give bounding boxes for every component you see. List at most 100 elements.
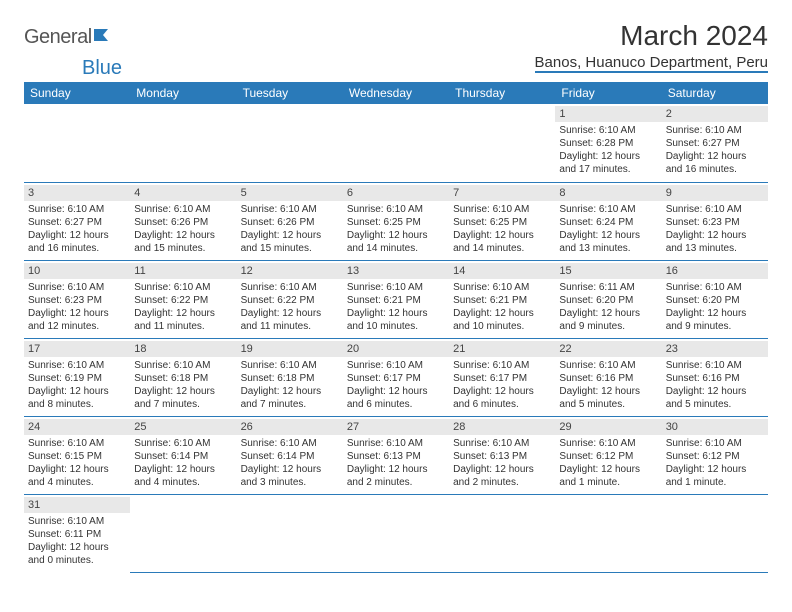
day-info: Sunrise: 6:10 AMSunset: 6:20 PMDaylight:… — [666, 281, 764, 333]
day-info: Sunrise: 6:10 AMSunset: 6:19 PMDaylight:… — [28, 359, 126, 411]
day-info: Sunrise: 6:10 AMSunset: 6:26 PMDaylight:… — [134, 203, 232, 255]
day-cell: 12Sunrise: 6:10 AMSunset: 6:22 PMDayligh… — [237, 260, 343, 338]
day-number: 15 — [555, 263, 661, 279]
day-cell: 15 Sunrise: 6:11 AMSunset: 6:20 PMDayligh… — [555, 260, 661, 338]
day-cell: 6 Sunrise: 6:10 AMSunset: 6:25 PMDaylight… — [343, 182, 449, 260]
day-number: 21 — [449, 341, 555, 357]
day-cell: 22 Sunrise: 6:10 AMSunset: 6:16 PMDayligh… — [555, 338, 661, 416]
empty-cell — [24, 104, 130, 182]
day-number: 20 — [343, 341, 449, 357]
day-cell: 7Sunrise: 6:10 AMSunset: 6:25 PMDaylight… — [449, 182, 555, 260]
day-info: Sunrise: 6:11 AMSunset: 6:20 PMDaylight:… — [559, 281, 657, 333]
day-number: 9 — [662, 185, 768, 201]
week-row: 3 Sunrise: 6:10 AMSunset: 6:27 PMDaylight… — [24, 182, 768, 260]
empty-cell — [237, 104, 343, 182]
day-info: Sunrise: 6:10 AMSunset: 6:21 PMDaylight:… — [453, 281, 551, 333]
day-cell: 11Sunrise: 6:10 AMSunset: 6:22 PMDayligh… — [130, 260, 236, 338]
day-cell: 20Sunrise: 6:10 AMSunset: 6:17 PMDayligh… — [343, 338, 449, 416]
day-number: 17 — [24, 341, 130, 357]
day-cell: 27 Sunrise: 6:10 AMSunset: 6:13 PMDayligh… — [343, 416, 449, 494]
dayname-sun: Sunday — [24, 82, 130, 104]
logo-text-2: Blue — [82, 57, 792, 80]
day-info: Sunrise: 6:10 AMSunset: 6:13 PMDaylight:… — [347, 437, 445, 489]
day-info: Sunrise: 6:10 AMSunset: 6:22 PMDaylight:… — [241, 281, 339, 333]
day-number: 31 — [24, 497, 130, 513]
empty-cell — [449, 494, 555, 572]
dayname-thu: Thursday — [449, 82, 555, 104]
day-info: Sunrise: 6:10 AMSunset: 6:12 PMDaylight:… — [666, 437, 764, 489]
day-cell: 26 Sunrise: 6:10 AMSunset: 6:14 PMDayligh… — [237, 416, 343, 494]
day-number: 18 — [130, 341, 236, 357]
day-number: 29 — [555, 419, 661, 435]
day-cell: 8 Sunrise: 6:10 AMSunset: 6:24 PMDaylight… — [555, 182, 661, 260]
day-cell: 28 Sunrise: 6:10 AMSunset: 6:13 PMDayligh… — [449, 416, 555, 494]
week-row: 24 Sunrise: 6:10 AMSunset: 6:15 PMDayligh… — [24, 416, 768, 494]
day-cell: 18 Sunrise: 6:10 AMSunset: 6:18 PMDayligh… — [130, 338, 236, 416]
day-info: Sunrise: 6:10 AMSunset: 6:25 PMDaylight:… — [347, 203, 445, 255]
day-info: Sunrise: 6:10 AMSunset: 6:13 PMDaylight:… — [453, 437, 551, 489]
empty-cell — [449, 104, 555, 182]
day-cell: 13Sunrise: 6:10 AMSunset: 6:21 PMDayligh… — [343, 260, 449, 338]
empty-cell — [662, 494, 768, 572]
day-cell: 5 Sunrise: 6:10 AMSunset: 6:26 PMDaylight… — [237, 182, 343, 260]
dayname-sat: Saturday — [662, 82, 768, 104]
day-info: Sunrise: 6:10 AMSunset: 6:25 PMDaylight:… — [453, 203, 551, 255]
day-number: 1 — [555, 106, 661, 122]
day-number: 26 — [237, 419, 343, 435]
day-cell: 19 Sunrise: 6:10 AMSunset: 6:18 PMDayligh… — [237, 338, 343, 416]
day-cell: 30Sunrise: 6:10 AMSunset: 6:12 PMDayligh… — [662, 416, 768, 494]
empty-cell — [130, 494, 236, 572]
day-info: Sunrise: 6:10 AMSunset: 6:18 PMDaylight:… — [134, 359, 232, 411]
day-number: 19 — [237, 341, 343, 357]
day-number: 13 — [343, 263, 449, 279]
week-row: 10Sunrise: 6:10 AMSunset: 6:23 PMDayligh… — [24, 260, 768, 338]
day-cell: 24 Sunrise: 6:10 AMSunset: 6:15 PMDayligh… — [24, 416, 130, 494]
day-number: 4 — [130, 185, 236, 201]
day-info: Sunrise: 6:10 AMSunset: 6:14 PMDaylight:… — [241, 437, 339, 489]
day-cell: 17 Sunrise: 6:10 AMSunset: 6:19 PMDayligh… — [24, 338, 130, 416]
day-info: Sunrise: 6:10 AMSunset: 6:16 PMDaylight:… — [559, 359, 657, 411]
day-info: Sunrise: 6:10 AMSunset: 6:26 PMDaylight:… — [241, 203, 339, 255]
day-cell: 9 Sunrise: 6:10 AMSunset: 6:23 PMDaylight… — [662, 182, 768, 260]
day-cell: 3 Sunrise: 6:10 AMSunset: 6:27 PMDaylight… — [24, 182, 130, 260]
dayname-mon: Monday — [130, 82, 236, 104]
day-number: 11 — [130, 263, 236, 279]
day-number: 28 — [449, 419, 555, 435]
empty-cell — [130, 104, 236, 182]
day-info: Sunrise: 6:10 AMSunset: 6:24 PMDaylight:… — [559, 203, 657, 255]
empty-cell — [343, 494, 449, 572]
dayname-tue: Tuesday — [237, 82, 343, 104]
dayname-wed: Wednesday — [343, 82, 449, 104]
day-number: 16 — [662, 263, 768, 279]
day-number: 22 — [555, 341, 661, 357]
day-info: Sunrise: 6:10 AMSunset: 6:17 PMDaylight:… — [453, 359, 551, 411]
empty-cell — [237, 494, 343, 572]
day-info: Sunrise: 6:10 AMSunset: 6:12 PMDaylight:… — [559, 437, 657, 489]
day-cell: 2Sunrise: 6:10 AMSunset: 6:27 PMDaylight… — [662, 104, 768, 182]
day-cell: 16 Sunrise: 6:10 AMSunset: 6:20 PMDayligh… — [662, 260, 768, 338]
day-cell: 23Sunrise: 6:10 AMSunset: 6:16 PMDayligh… — [662, 338, 768, 416]
day-cell: 25Sunrise: 6:10 AMSunset: 6:14 PMDayligh… — [130, 416, 236, 494]
day-cell: 29 Sunrise: 6:10 AMSunset: 6:12 PMDayligh… — [555, 416, 661, 494]
logo: General — [24, 26, 116, 49]
day-info: Sunrise: 6:10 AMSunset: 6:11 PMDaylight:… — [28, 515, 126, 567]
day-cell: 10Sunrise: 6:10 AMSunset: 6:23 PMDayligh… — [24, 260, 130, 338]
day-number: 24 — [24, 419, 130, 435]
day-number: 27 — [343, 419, 449, 435]
flag-icon — [94, 27, 116, 48]
day-number: 6 — [343, 185, 449, 201]
logo-text-1: General — [24, 26, 92, 49]
day-info: Sunrise: 6:10 AMSunset: 6:23 PMDaylight:… — [666, 203, 764, 255]
day-number: 3 — [24, 185, 130, 201]
dayname-fri: Friday — [555, 82, 661, 104]
day-info: Sunrise: 6:10 AMSunset: 6:27 PMDaylight:… — [666, 124, 764, 176]
day-cell: 1 Sunrise: 6:10 AMSunset: 6:28 PMDaylight… — [555, 104, 661, 182]
day-info: Sunrise: 6:10 AMSunset: 6:16 PMDaylight:… — [666, 359, 764, 411]
week-row: 1 Sunrise: 6:10 AMSunset: 6:28 PMDaylight… — [24, 104, 768, 182]
day-info: Sunrise: 6:10 AMSunset: 6:18 PMDaylight:… — [241, 359, 339, 411]
day-info: Sunrise: 6:10 AMSunset: 6:27 PMDaylight:… — [28, 203, 126, 255]
day-info: Sunrise: 6:10 AMSunset: 6:28 PMDaylight:… — [559, 124, 657, 176]
day-number: 8 — [555, 185, 661, 201]
day-number: 5 — [237, 185, 343, 201]
day-info: Sunrise: 6:10 AMSunset: 6:15 PMDaylight:… — [28, 437, 126, 489]
